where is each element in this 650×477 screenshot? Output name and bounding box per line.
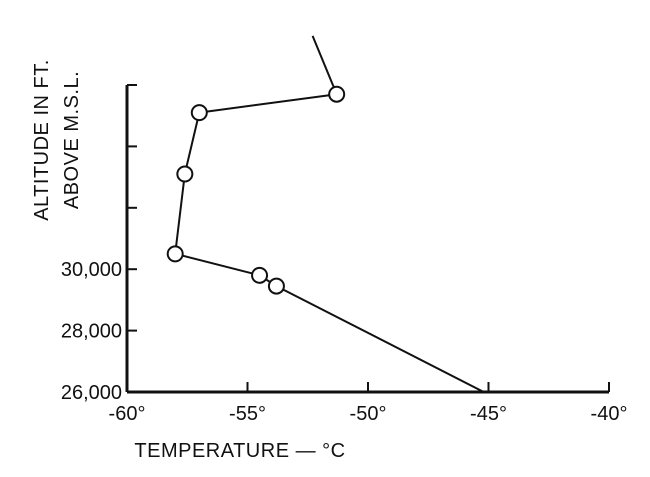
axes bbox=[125, 84, 610, 394]
data-point-marker bbox=[190, 104, 208, 122]
series-line bbox=[174, 35, 485, 393]
y-tick-label: 26,000 bbox=[61, 382, 122, 404]
data-point-marker bbox=[176, 165, 194, 183]
y-tick-label: 28,000 bbox=[61, 321, 122, 343]
data-point-marker bbox=[267, 277, 285, 295]
data-point-marker bbox=[166, 245, 184, 263]
x-tick-label: -50° bbox=[350, 403, 387, 425]
x-tick-label: -60° bbox=[109, 403, 146, 425]
data-point-marker bbox=[328, 85, 346, 103]
x-tick-label: -40° bbox=[591, 403, 628, 425]
x-tick-label: -55° bbox=[229, 403, 266, 425]
data-point-marker bbox=[251, 266, 269, 284]
y-axis-title-line1: ALTITUDE IN FT. bbox=[31, 59, 53, 221]
plot-marks bbox=[166, 35, 485, 393]
x-tick-label: -45° bbox=[470, 403, 507, 425]
y-tick-label: 30,000 bbox=[61, 259, 122, 281]
tick-labels: -60° -55° -50° -45° -40° 26,000 28,000 30,000 bbox=[61, 259, 628, 425]
x-axis-title: TEMPERATURE — °C bbox=[134, 440, 345, 462]
y-axis-title-line2: ABOVE M.S.L. bbox=[61, 71, 83, 209]
